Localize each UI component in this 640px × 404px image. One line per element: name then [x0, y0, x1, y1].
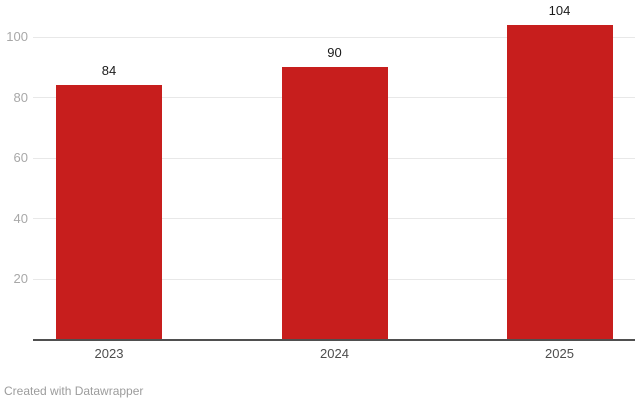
x-axis-category-label: 2023: [94, 346, 124, 361]
x-axis-category-label: 2024: [320, 346, 349, 361]
bar-value-label: 90: [327, 45, 342, 61]
bar-2025[interactable]: [506, 24, 613, 340]
x-axis-category-label: 2025: [545, 346, 574, 361]
x-axis-line: [33, 339, 635, 341]
plot-area: 20 40 60 80 100 84 2023 90 2024 104 2025: [6, 2, 635, 361]
y-axis-tick-label: 20: [13, 271, 28, 287]
bar-2023[interactable]: [56, 85, 162, 340]
y-axis-tick-label: 40: [13, 210, 28, 226]
bar-2024[interactable]: [281, 67, 388, 340]
y-axis-tick-label: 80: [13, 89, 28, 105]
y-axis-tick-label: 100: [6, 29, 28, 44]
gridline: [33, 36, 635, 38]
y-axis-tick-label: 60: [13, 150, 28, 166]
bar-value-label: 104: [548, 2, 571, 18]
datawrapper-attribution-link[interactable]: Created with Datawrapper: [4, 384, 144, 398]
bar-value-label: 84: [101, 63, 117, 79]
